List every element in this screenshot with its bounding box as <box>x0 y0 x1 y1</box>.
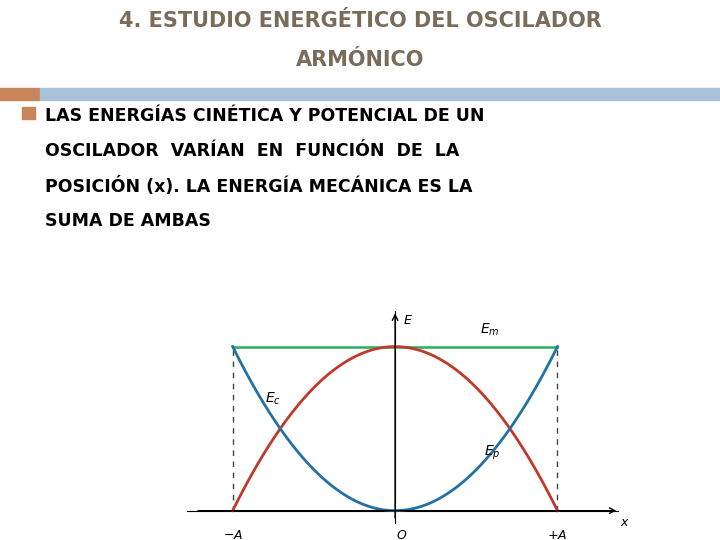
Text: OSCILADOR  VARÍAN  EN  FUNCIÓN  DE  LA: OSCILADOR VARÍAN EN FUNCIÓN DE LA <box>45 142 460 160</box>
Text: LAS ENERGÍAS CINÉTICA Y POTENCIAL DE UN: LAS ENERGÍAS CINÉTICA Y POTENCIAL DE UN <box>45 107 485 125</box>
Text: 4. ESTUDIO ENERGÉTICO DEL OSCILADOR: 4. ESTUDIO ENERGÉTICO DEL OSCILADOR <box>119 11 601 31</box>
Text: $-A$: $-A$ <box>222 529 243 540</box>
Text: POSICIÓN (x). LA ENERGÍA MECÁNICA ES LA: POSICIÓN (x). LA ENERGÍA MECÁNICA ES LA <box>45 177 473 196</box>
Text: $E_c$: $E_c$ <box>265 391 281 407</box>
Bar <box>0 88 40 100</box>
Text: $E_m$: $E_m$ <box>480 322 499 339</box>
Text: ARMÓNICO: ARMÓNICO <box>296 50 424 70</box>
Text: $E_p$: $E_p$ <box>485 444 501 462</box>
Text: SUMA DE AMBAS: SUMA DE AMBAS <box>45 212 211 230</box>
Text: $E$: $E$ <box>403 314 413 327</box>
Bar <box>22 107 35 119</box>
Text: $+A$: $+A$ <box>547 529 567 540</box>
Text: $O$: $O$ <box>396 529 408 540</box>
Text: x: x <box>621 516 628 529</box>
